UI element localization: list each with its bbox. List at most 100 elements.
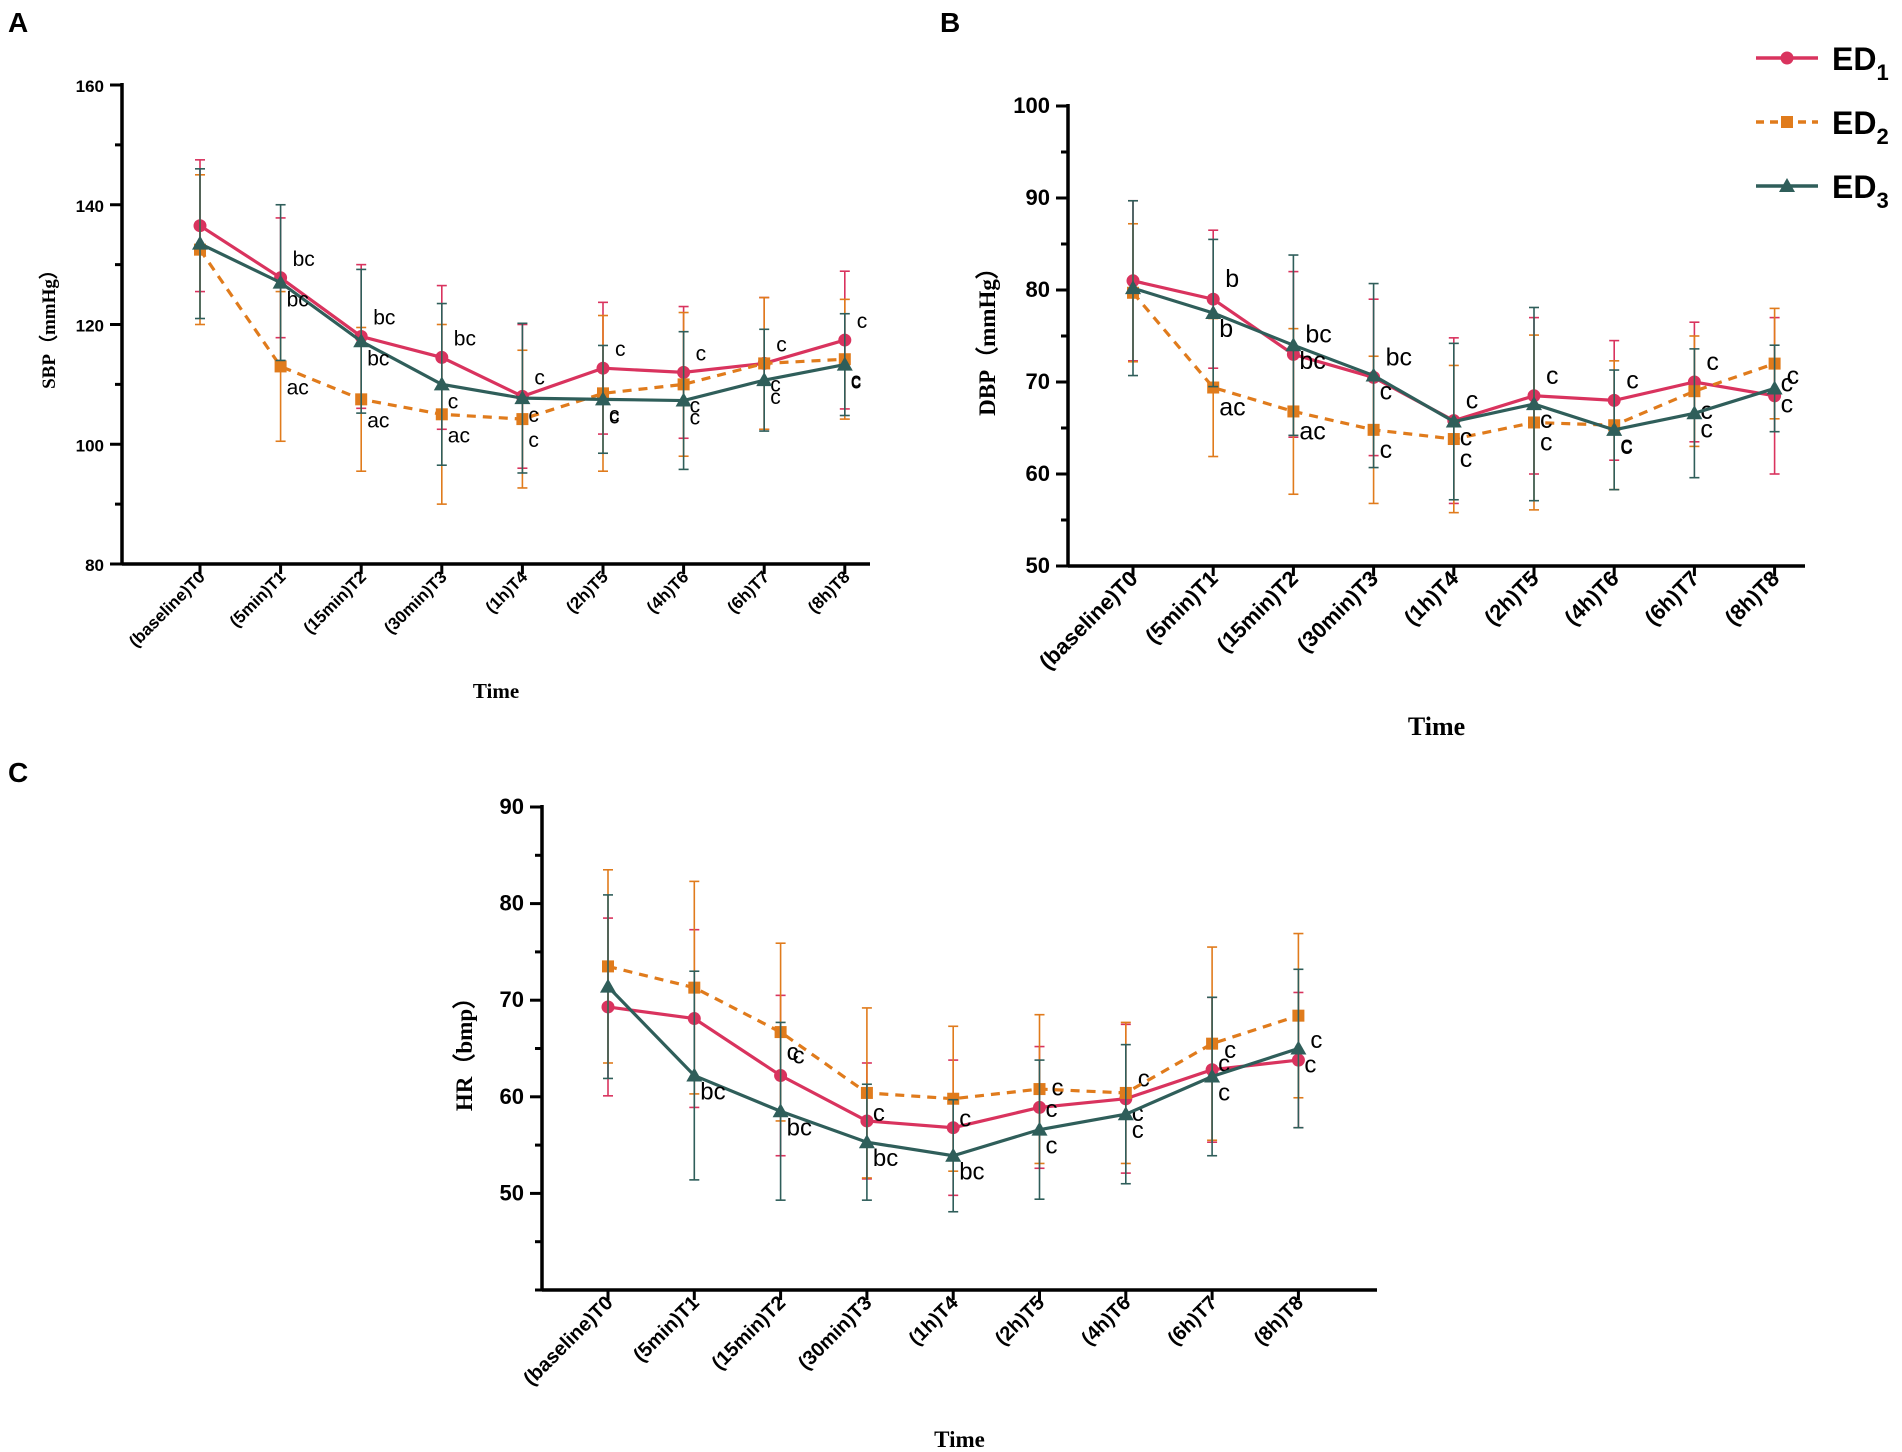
x-tick-label: (4h)T6 bbox=[1077, 1292, 1135, 1350]
x-tick-label: (1h)T4 bbox=[905, 1291, 964, 1350]
significance-label: bc bbox=[293, 248, 315, 271]
data-point bbox=[772, 1103, 789, 1118]
y-tick-label: 100 bbox=[76, 436, 104, 455]
x-tick-label: (8h)T8 bbox=[1250, 1292, 1308, 1350]
x-tick-label: (6h)T7 bbox=[1164, 1292, 1222, 1350]
y-tick-label: 80 bbox=[85, 556, 104, 575]
y-tick-label: 100 bbox=[1013, 93, 1050, 118]
data-point bbox=[1445, 413, 1462, 428]
legend-item-ed1: ED1 bbox=[1756, 41, 1889, 85]
x-tick-label: (2h)T5 bbox=[991, 1292, 1049, 1350]
x-tick-label: (baseline)T0 bbox=[125, 567, 209, 651]
significance-label: c bbox=[770, 373, 781, 396]
data-point bbox=[1117, 1106, 1134, 1121]
significance-label: bc bbox=[367, 347, 389, 370]
data-point bbox=[1205, 305, 1222, 319]
significance-label: c bbox=[1132, 1117, 1144, 1144]
significance-label: c bbox=[1310, 1027, 1322, 1054]
panel-letter: C bbox=[8, 757, 28, 788]
legend-label: ED1 bbox=[1832, 41, 1889, 85]
significance-label: bc bbox=[1299, 347, 1325, 375]
significance-label: ac bbox=[1299, 417, 1325, 445]
significance-label: bc bbox=[873, 1145, 898, 1172]
y-tick-label: 140 bbox=[76, 197, 104, 216]
significance-label: c bbox=[615, 338, 626, 361]
significance-label: ac bbox=[1219, 394, 1245, 422]
significance-label: c bbox=[770, 386, 781, 409]
significance-label: ac bbox=[287, 376, 309, 399]
significance-label: c bbox=[1304, 1052, 1316, 1079]
y-tick-label: 70 bbox=[1026, 369, 1050, 394]
panel-letter: B bbox=[940, 7, 960, 38]
y-tick-label: 50 bbox=[500, 1180, 524, 1205]
significance-label: c bbox=[851, 369, 862, 392]
significance-label: c bbox=[1781, 390, 1794, 418]
data-point bbox=[756, 372, 773, 387]
significance-label: bc bbox=[373, 306, 395, 329]
significance-label: c bbox=[1540, 428, 1553, 456]
data-point bbox=[600, 978, 616, 993]
data-point bbox=[514, 390, 531, 405]
data-point bbox=[1686, 405, 1703, 420]
x-axis-title: Time bbox=[473, 679, 519, 703]
significance-label: c bbox=[1700, 415, 1713, 443]
x-tick-label: (baseline)T0 bbox=[1034, 566, 1142, 674]
data-point bbox=[1290, 1040, 1307, 1055]
panel-b: B 50 60 70 80 90 100 (baseline)T0(5min)T1(15min… bbox=[940, 7, 1805, 741]
significance-label: bc bbox=[1305, 320, 1331, 348]
significance-label: c bbox=[1546, 362, 1559, 390]
x-tick-label: (5min)T1 bbox=[629, 1292, 703, 1366]
significance-label: c bbox=[1781, 370, 1794, 398]
significance-label: bc bbox=[1386, 343, 1412, 371]
panel-letter: A bbox=[8, 7, 28, 38]
legend-marker bbox=[1779, 178, 1795, 192]
panel-a: A 80 100 120 140 160 (baseline)T0 (5min)T1 (15mi… bbox=[8, 7, 870, 703]
significance-label: c bbox=[528, 404, 539, 427]
x-tick-label: (5min)T1 bbox=[226, 567, 290, 631]
significance-label: bc bbox=[959, 1159, 984, 1186]
significance-label: c bbox=[1052, 1074, 1064, 1101]
legend-item-ed2: ED2 bbox=[1756, 105, 1889, 149]
legend: ED1 ED2 ED3 bbox=[1756, 41, 1889, 213]
data-point bbox=[675, 392, 692, 407]
x-tick-label: (1h)T4 bbox=[1399, 565, 1464, 630]
panel-c: C 50 60 70 80 90 (baseline)T0 (5min)T1 (15min)T2… bbox=[8, 757, 1377, 1452]
x-tick-label: (1h)T4 bbox=[482, 567, 532, 617]
y-tick-label: 60 bbox=[500, 1084, 524, 1109]
significance-label: c bbox=[1700, 397, 1713, 425]
x-tick-label: (30min)T3 bbox=[794, 1292, 876, 1374]
significance-label: c bbox=[873, 1100, 885, 1127]
x-tick-label: (6h)T7 bbox=[724, 567, 773, 616]
x-tick-label: (30min)T3 bbox=[380, 567, 450, 637]
significance-label: ac bbox=[448, 424, 470, 447]
significance-label: b bbox=[1225, 265, 1239, 293]
x-tick-label: (baseline)T0 bbox=[519, 1292, 617, 1390]
y-axis-title: DBP（mmHg） bbox=[974, 256, 1000, 416]
data-point bbox=[1526, 396, 1542, 411]
data-point bbox=[1365, 367, 1382, 382]
data-point bbox=[433, 376, 450, 391]
x-tick-label: (2h)T5 bbox=[562, 567, 611, 616]
y-tick-label: 80 bbox=[1026, 277, 1050, 302]
significance-label: c bbox=[776, 333, 787, 356]
x-tick-label: (6h)T7 bbox=[1640, 566, 1704, 630]
significance-label: c bbox=[609, 403, 620, 426]
significance-label: c bbox=[1626, 366, 1639, 394]
significance-label: c bbox=[1218, 1080, 1230, 1107]
x-tick-label: (8h)T8 bbox=[1720, 566, 1784, 630]
legend-marker bbox=[1780, 51, 1794, 65]
legend-label: ED2 bbox=[1832, 105, 1889, 149]
y-tick-label: 70 bbox=[500, 987, 524, 1012]
significance-label: c bbox=[1380, 436, 1393, 464]
x-tick-label: (15min)T2 bbox=[1212, 566, 1303, 657]
y-tick-label: 80 bbox=[500, 891, 524, 916]
data-point bbox=[353, 333, 370, 348]
data-point bbox=[274, 360, 287, 373]
x-tick-label: (15min)T2 bbox=[300, 567, 370, 637]
data-point bbox=[945, 1147, 962, 1162]
